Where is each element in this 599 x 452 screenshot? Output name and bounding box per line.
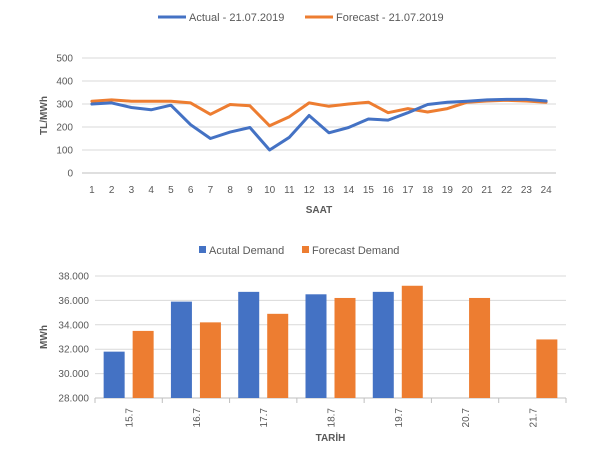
x-tick-label: 13 xyxy=(323,185,335,196)
bar-forecast xyxy=(469,297,491,398)
y-tick-label: 34.000 xyxy=(58,320,89,331)
x-tick-label: 20 xyxy=(462,185,474,196)
x-tick-label: 15 xyxy=(363,185,375,196)
x-tick-label: 9 xyxy=(247,185,253,196)
x-tick-label: 5 xyxy=(168,185,174,196)
x-tick-label: 11 xyxy=(284,185,295,196)
price-line-chart: Actual - 21.07.2019 Forecast - 21.07.2019… xyxy=(39,12,556,216)
x-tick-label: 18.7 xyxy=(327,408,338,428)
x-tick-label: 20.7 xyxy=(461,408,472,428)
y-tick-label: 36.000 xyxy=(58,296,89,307)
x-axis-title: TARİH xyxy=(316,431,346,444)
y-axis-title: MWh xyxy=(39,325,50,349)
x-tick-label: 2 xyxy=(109,185,115,196)
legend-label-2: Forecast Demand xyxy=(312,245,399,257)
x-tick-label: 10 xyxy=(264,185,276,196)
bar-actual xyxy=(238,291,260,398)
x-tick-label: 8 xyxy=(227,185,233,196)
legend-label-2: Forecast - 21.07.2019 xyxy=(336,12,444,24)
y-tick-label: 30.000 xyxy=(58,369,89,380)
bar-chart-legend: Acutal Demand Forecast Demand xyxy=(199,245,399,257)
bar-forecast xyxy=(401,285,423,398)
y-tick-label: 300 xyxy=(56,100,73,111)
y-tick-label: 100 xyxy=(56,146,73,157)
y-tick-label: 0 xyxy=(67,169,73,180)
x-tick-label: 17.7 xyxy=(259,408,270,428)
line-chart-legend: Actual - 21.07.2019 Forecast - 21.07.2019 xyxy=(158,12,444,24)
y-tick-label: 200 xyxy=(56,123,73,134)
x-tick-label: 19.7 xyxy=(394,408,405,428)
bar-forecast xyxy=(334,297,356,398)
x-tick-label: 21 xyxy=(481,185,493,196)
x-tick-label: 16 xyxy=(383,185,395,196)
legend-label-1: Acutal Demand xyxy=(209,245,284,257)
y-tick-label: 28.000 xyxy=(58,394,89,405)
x-tick-label: 18 xyxy=(422,185,434,196)
legend-swatch-2 xyxy=(302,246,309,253)
x-tick-label: 21.7 xyxy=(528,408,539,428)
bar-actual xyxy=(103,351,125,398)
bar-forecast xyxy=(132,330,154,398)
x-tick-label: 17 xyxy=(402,185,414,196)
bar-actual xyxy=(372,291,394,398)
x-tick-label: 6 xyxy=(188,185,194,196)
x-tick-label: 19 xyxy=(442,185,454,196)
bar-forecast xyxy=(267,313,289,398)
x-tick-label: 7 xyxy=(208,185,214,196)
x-tick-label: 24 xyxy=(541,185,553,196)
x-tick-label: 22 xyxy=(501,185,513,196)
series-line-1 xyxy=(90,97,548,152)
x-tick-label: 16.7 xyxy=(192,408,203,428)
legend-swatch-1 xyxy=(199,246,206,253)
bar-actual xyxy=(305,294,327,398)
x-tick-label: 4 xyxy=(148,185,154,196)
x-tick-label: 12 xyxy=(304,185,316,196)
x-axis-title: SAAT xyxy=(306,205,332,216)
bar-actual xyxy=(170,301,192,398)
y-axis-title: TL/MWh xyxy=(39,96,50,135)
bar-forecast xyxy=(536,339,558,398)
y-tick-label: 38.000 xyxy=(58,272,89,283)
series-points-2 xyxy=(91,99,547,126)
series-points-1 xyxy=(91,99,547,151)
x-tick-label: 1 xyxy=(89,185,95,196)
y-tick-label: 500 xyxy=(56,54,73,65)
y-tick-label: 400 xyxy=(56,77,73,88)
y-tick-label: 32.000 xyxy=(58,345,89,356)
legend-label-1: Actual - 21.07.2019 xyxy=(189,12,284,24)
x-tick-label: 23 xyxy=(521,185,533,196)
demand-bar-chart: Acutal Demand Forecast Demand 28.000 30.000… xyxy=(39,245,567,444)
x-tick-label: 3 xyxy=(129,185,135,196)
x-tick-label: 15.7 xyxy=(125,408,136,428)
bar-forecast xyxy=(199,322,221,398)
x-tick-label: 14 xyxy=(343,185,355,196)
